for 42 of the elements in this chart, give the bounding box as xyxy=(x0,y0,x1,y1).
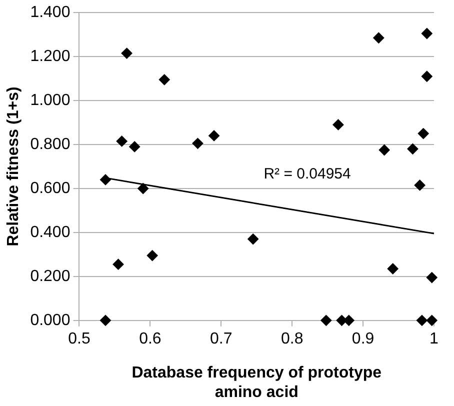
point xyxy=(192,138,204,149)
point xyxy=(112,258,124,270)
point xyxy=(332,119,344,130)
x-axis-title: Database frequency of prototype amino acid xyxy=(132,364,382,401)
point xyxy=(208,130,220,142)
point xyxy=(416,314,428,326)
point xyxy=(320,314,332,326)
y-tick-label: 0.200 xyxy=(30,268,70,285)
point xyxy=(407,143,418,154)
point xyxy=(373,32,384,44)
point xyxy=(121,48,132,59)
x-tick-label: 0.6 xyxy=(139,330,162,348)
point xyxy=(387,263,398,274)
y-tick-label: 0.000 xyxy=(30,312,70,329)
annotation: R² = 0.04954 xyxy=(264,166,351,183)
point xyxy=(116,136,128,147)
y-tick-label: 1.000 xyxy=(30,92,70,109)
x-tick-label: 1 xyxy=(430,330,439,348)
point xyxy=(100,314,111,326)
point xyxy=(418,128,429,140)
y-tick-label: 0.800 xyxy=(30,136,70,153)
point xyxy=(421,28,432,39)
point xyxy=(146,250,158,262)
point xyxy=(378,144,390,156)
x-tick-label: 0.5 xyxy=(68,330,90,348)
y-tick-label: 1.400 xyxy=(30,4,70,22)
y-tick-label: 0.400 xyxy=(30,224,70,241)
x-tick-label: 0.9 xyxy=(352,330,374,348)
x-tick-label: 0.8 xyxy=(280,330,304,348)
point xyxy=(414,180,426,191)
point xyxy=(158,74,170,86)
x-tick-label: 0.7 xyxy=(210,330,232,348)
point xyxy=(426,314,438,326)
point xyxy=(138,182,149,194)
point xyxy=(421,70,432,82)
y-tick-label: 0.600 xyxy=(30,180,70,197)
y-axis-title: Relative fitness (1+s) xyxy=(5,86,22,246)
point xyxy=(248,234,259,245)
point xyxy=(129,141,140,152)
point xyxy=(426,272,438,284)
point xyxy=(100,174,111,186)
y-tick-label: 1.200 xyxy=(30,48,70,65)
